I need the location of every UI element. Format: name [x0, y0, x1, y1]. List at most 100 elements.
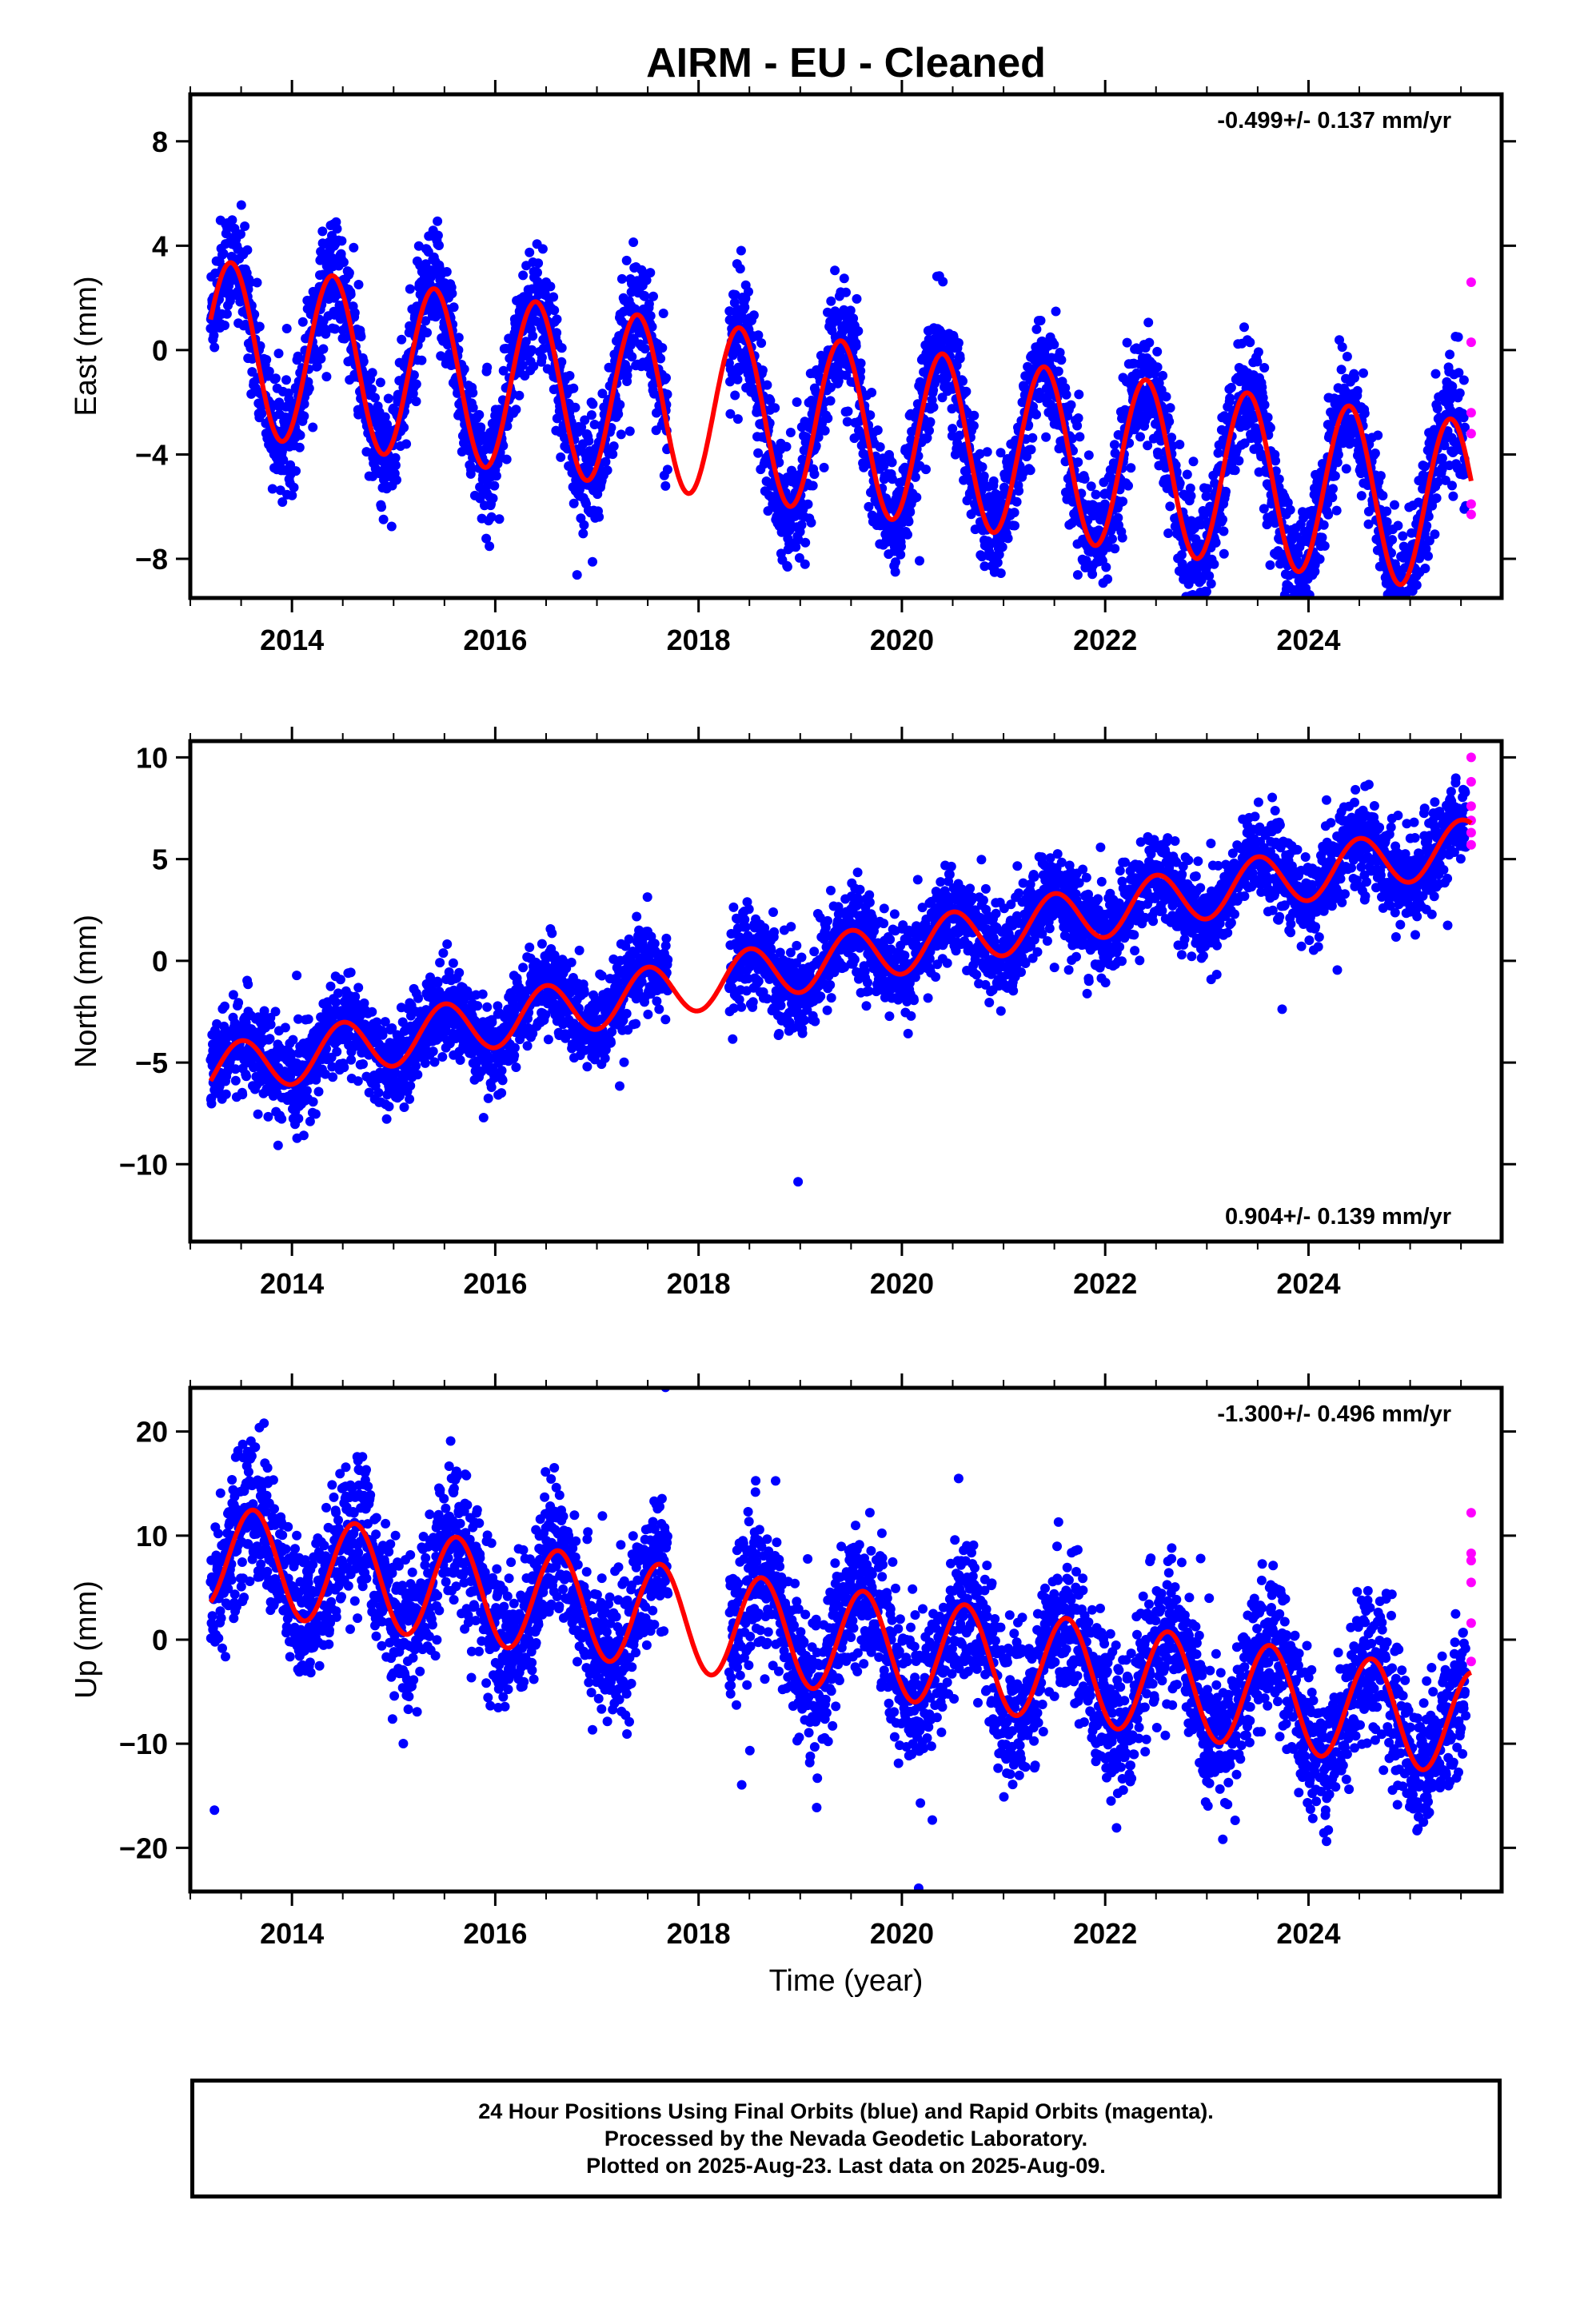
final-orbit-point: [663, 464, 672, 474]
final-orbit-point: [1165, 501, 1175, 511]
final-orbit-point: [1403, 632, 1413, 641]
final-orbit-point: [253, 1110, 263, 1119]
final-orbit-point: [292, 971, 301, 980]
final-orbit-point: [433, 231, 443, 241]
final-orbit-point: [1118, 496, 1127, 506]
final-orbit-point: [537, 353, 547, 362]
final-orbit-point: [1395, 604, 1405, 613]
x-tick-label: 2016: [463, 624, 527, 656]
final-orbit-point: [1123, 481, 1133, 491]
final-orbit-point: [873, 425, 883, 435]
final-orbit-point: [1027, 444, 1036, 454]
final-orbit-point: [1392, 619, 1402, 628]
final-orbit-point: [594, 512, 604, 522]
final-orbit-point: [1334, 450, 1343, 460]
x-tick-label: 2014: [260, 624, 324, 656]
y-tick-label: −8: [135, 543, 168, 576]
final-orbit-point: [1026, 465, 1035, 475]
final-orbit-point: [1398, 532, 1407, 541]
final-orbit-point: [379, 515, 389, 524]
final-orbit-point: [1328, 484, 1338, 493]
final-orbit-point: [983, 447, 992, 456]
final-orbit-point: [1010, 508, 1019, 517]
final-orbit-point: [903, 530, 912, 540]
final-orbit-point: [1445, 349, 1454, 359]
final-orbit-point: [1123, 338, 1132, 348]
final-orbit-point: [339, 1062, 349, 1072]
final-orbit-point: [1279, 672, 1289, 681]
final-orbit-point: [783, 562, 792, 572]
final-orbit-point: [476, 422, 485, 432]
final-orbit-point: [229, 990, 238, 999]
final-orbit-point: [405, 1094, 414, 1104]
final-orbit-point: [1163, 528, 1173, 538]
final-orbit-point: [1189, 456, 1199, 466]
final-orbit-point: [1259, 363, 1269, 373]
final-orbit-point: [209, 343, 219, 353]
final-orbit-point: [373, 1088, 383, 1098]
final-orbit-point: [1003, 533, 1013, 543]
final-orbit-point: [1359, 369, 1368, 378]
final-orbit-point: [804, 500, 813, 509]
final-orbit-point: [1091, 490, 1101, 500]
final-orbit-point: [740, 302, 749, 312]
final-orbit-point: [271, 373, 281, 383]
final-orbit-point: [1234, 456, 1243, 465]
final-orbit-point: [1075, 432, 1084, 441]
final-orbit-point: [442, 267, 452, 277]
final-orbit-point: [1085, 613, 1095, 623]
final-orbit-point: [841, 288, 851, 297]
final-orbit-point: [281, 1022, 290, 1032]
final-orbit-point: [905, 508, 915, 517]
final-orbit-point: [1074, 413, 1083, 423]
final-orbit-point: [1211, 538, 1221, 548]
final-orbit-point: [1166, 403, 1175, 413]
final-orbit-point: [1447, 480, 1457, 490]
final-orbit-point: [1051, 307, 1061, 317]
final-orbit-point: [1386, 618, 1396, 628]
final-orbit-point: [625, 426, 635, 436]
final-orbit-point: [266, 1020, 276, 1030]
final-orbit-point: [1454, 333, 1463, 342]
final-orbit-point: [948, 424, 957, 433]
final-orbit-point: [1062, 390, 1071, 400]
final-orbit-point: [321, 372, 331, 381]
final-orbit-point: [273, 1141, 283, 1150]
final-orbit-point: [661, 373, 671, 383]
final-orbit-point: [370, 393, 380, 403]
final-orbit-point: [438, 948, 448, 958]
figure-title: AIRM - EU - Cleaned: [646, 40, 1046, 86]
final-orbit-point: [998, 542, 1007, 552]
final-orbit-point: [345, 268, 354, 277]
final-orbit-point: [368, 368, 377, 377]
final-orbit-point: [1231, 465, 1240, 475]
final-orbit-point: [1031, 410, 1041, 420]
final-orbit-point: [433, 979, 443, 988]
final-orbit-point: [1041, 433, 1051, 442]
final-orbit-point: [367, 385, 377, 394]
final-orbit-point: [616, 429, 626, 439]
final-orbit-point: [492, 471, 501, 480]
final-orbit-point: [1430, 529, 1439, 539]
final-orbit-point: [337, 236, 346, 245]
final-orbit-point: [1153, 362, 1163, 372]
final-orbit-point: [646, 311, 656, 321]
final-orbit-point: [242, 245, 252, 255]
final-orbit-point: [253, 278, 262, 288]
final-orbit-point: [912, 492, 921, 502]
final-orbit-point: [304, 1015, 313, 1024]
final-orbit-point: [1219, 527, 1228, 536]
final-orbit-point: [1455, 389, 1465, 398]
final-orbit-point: [1260, 400, 1270, 409]
final-orbit-point: [613, 409, 623, 419]
final-orbit-point: [237, 1090, 247, 1099]
final-orbit-point: [485, 541, 494, 551]
final-orbit-point: [289, 483, 299, 492]
final-orbit-point: [1014, 486, 1023, 496]
final-orbit-point: [1376, 471, 1386, 480]
final-orbit-point: [615, 400, 624, 409]
final-orbit-point: [1275, 474, 1284, 484]
final-orbit-point: [1207, 579, 1216, 588]
final-orbit-point: [220, 1002, 229, 1011]
